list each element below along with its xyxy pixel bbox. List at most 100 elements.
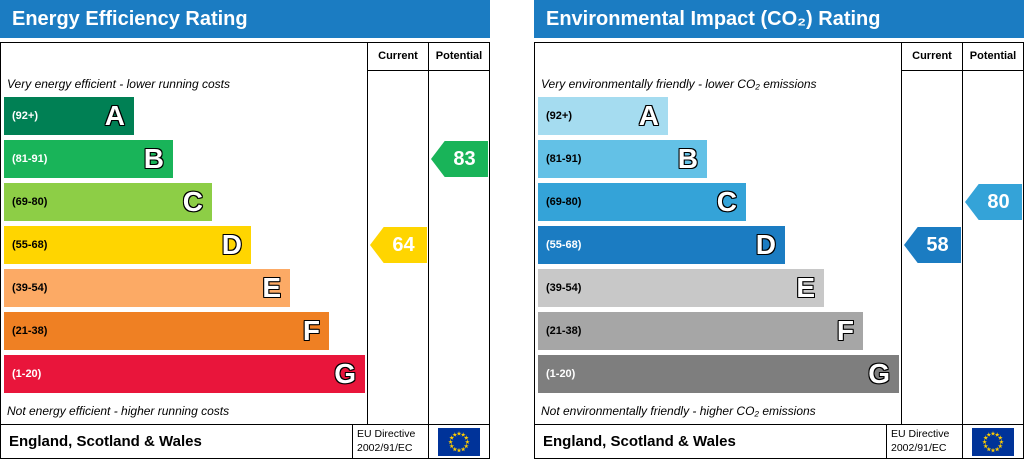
- band-b-bar: (81-91) B: [4, 140, 173, 178]
- energy-chart-footer: England, Scotland & Wales EU Directive 2…: [1, 424, 489, 458]
- band-a-range: (92+): [546, 110, 572, 122]
- band-e-range: (39-54): [12, 282, 48, 294]
- environmental-current-column: Current 58: [901, 43, 962, 424]
- band-f-bar: (21-38) F: [4, 312, 329, 350]
- band-row-c: (69-80) C: [535, 183, 901, 226]
- potential-column-track: 80: [963, 71, 1023, 424]
- energy-potential-column: Potential 83: [428, 43, 489, 424]
- band-c-letter: C: [716, 186, 737, 217]
- current-rating-value: 64: [392, 233, 415, 256]
- potential-rating-marker: 83: [431, 141, 488, 177]
- band-row-a: (92+) A: [535, 97, 901, 140]
- eu-flag-icon: [438, 427, 480, 456]
- band-b-range: (81-91): [546, 153, 582, 165]
- band-g-bar: (1-20) G: [538, 355, 899, 393]
- band-f-range: (21-38): [546, 325, 582, 337]
- band-d-letter: D: [221, 229, 242, 260]
- environmental-chart-table: Very environmentally friendly - lower CO…: [534, 42, 1024, 459]
- eu-flag-cell: [428, 425, 489, 458]
- band-g-bar: (1-20) G: [4, 355, 365, 393]
- energy-current-column: Current 64: [367, 43, 428, 424]
- band-e-letter: E: [262, 272, 281, 303]
- current-column-track: 58: [902, 71, 962, 424]
- environmental-potential-column: Potential 80: [962, 43, 1023, 424]
- band-c-bar: (69-80) C: [4, 183, 212, 221]
- band-a-letter: A: [638, 100, 659, 131]
- energy-band-area: Very energy efficient - lower running co…: [1, 43, 367, 424]
- environmental-chart-title: Environmental Impact (CO₂) Rating: [534, 0, 1024, 38]
- environmental-band-area: Very environmentally friendly - lower CO…: [535, 43, 901, 424]
- band-row-c: (69-80) C: [1, 183, 367, 226]
- energy-efficiency-chart: Energy Efficiency Rating Very energy eff…: [0, 0, 490, 459]
- band-d-range: (55-68): [12, 239, 48, 251]
- band-a-letter: A: [104, 100, 125, 131]
- environmental-bottom-note: Not environmentally friendly - higher CO…: [541, 404, 816, 418]
- band-row-a: (92+) A: [1, 97, 367, 140]
- band-row-e: (39-54) E: [1, 269, 367, 312]
- band-g-range: (1-20): [546, 368, 576, 380]
- band-g-letter: G: [334, 358, 356, 389]
- eu-directive-line2: 2002/91/EC: [357, 441, 413, 454]
- eu-directive-label: EU Directive 2002/91/EC: [352, 425, 428, 458]
- band-row-b: (81-91) B: [535, 140, 901, 183]
- eu-directive-line1: EU Directive: [357, 428, 416, 441]
- band-e-bar: (39-54) E: [4, 269, 290, 307]
- band-g-letter: G: [868, 358, 890, 389]
- band-e-bar: (39-54) E: [538, 269, 824, 307]
- band-row-f: (21-38) F: [1, 312, 367, 355]
- band-row-d: (55-68) D: [1, 226, 367, 269]
- eu-directive-line1: EU Directive: [891, 428, 950, 441]
- potential-rating-value: 83: [453, 147, 476, 170]
- potential-column-header: Potential: [963, 43, 1023, 71]
- band-c-range: (69-80): [546, 196, 582, 208]
- band-a-range: (92+): [12, 110, 38, 122]
- band-d-bar: (55-68) D: [538, 226, 785, 264]
- potential-rating-value: 80: [987, 190, 1010, 213]
- band-c-bar: (69-80) C: [538, 183, 746, 221]
- potential-column-header: Potential: [429, 43, 489, 71]
- eu-flag-icon: [972, 427, 1014, 456]
- energy-top-note: Very energy efficient - lower running co…: [7, 77, 230, 91]
- band-row-d: (55-68) D: [535, 226, 901, 269]
- current-column-header: Current: [368, 43, 428, 71]
- band-e-letter: E: [796, 272, 815, 303]
- region-label: England, Scotland & Wales: [543, 433, 736, 450]
- band-a-bar: (92+) A: [4, 97, 134, 135]
- band-f-range: (21-38): [12, 325, 48, 337]
- band-row-f: (21-38) F: [535, 312, 901, 355]
- energy-chart-title: Energy Efficiency Rating: [0, 0, 490, 38]
- current-column-header: Current: [902, 43, 962, 71]
- eu-directive-line2: 2002/91/EC: [891, 441, 947, 454]
- band-b-range: (81-91): [12, 153, 48, 165]
- empty-header-cell: [535, 43, 901, 71]
- band-row-e: (39-54) E: [535, 269, 901, 312]
- band-b-letter: B: [677, 143, 698, 174]
- band-row-g: (1-20) G: [1, 355, 367, 398]
- energy-chart-table: Very energy efficient - lower running co…: [0, 42, 490, 459]
- environmental-impact-chart: Environmental Impact (CO₂) Rating Very e…: [534, 0, 1024, 459]
- band-a-bar: (92+) A: [538, 97, 668, 135]
- eu-flag-cell: [962, 425, 1023, 458]
- band-f-letter: F: [302, 315, 320, 346]
- empty-header-cell: [1, 43, 367, 71]
- energy-bottom-note: Not energy efficient - higher running co…: [7, 404, 230, 418]
- band-row-g: (1-20) G: [535, 355, 901, 398]
- environmental-top-note: Very environmentally friendly - lower CO…: [541, 77, 817, 91]
- band-d-letter: D: [755, 229, 776, 260]
- eu-directive-label: EU Directive 2002/91/EC: [886, 425, 962, 458]
- band-b-letter: B: [143, 143, 164, 174]
- current-rating-value: 58: [926, 233, 949, 256]
- region-label: England, Scotland & Wales: [9, 433, 202, 450]
- band-c-letter: C: [182, 186, 203, 217]
- band-c-range: (69-80): [12, 196, 48, 208]
- band-b-bar: (81-91) B: [538, 140, 707, 178]
- potential-rating-marker: 80: [965, 184, 1022, 220]
- band-f-bar: (21-38) F: [538, 312, 863, 350]
- environmental-chart-footer: England, Scotland & Wales EU Directive 2…: [535, 424, 1023, 458]
- current-rating-marker: 64: [370, 227, 427, 263]
- band-row-b: (81-91) B: [1, 140, 367, 183]
- current-rating-marker: 58: [904, 227, 961, 263]
- band-e-range: (39-54): [546, 282, 582, 294]
- band-d-range: (55-68): [546, 239, 582, 251]
